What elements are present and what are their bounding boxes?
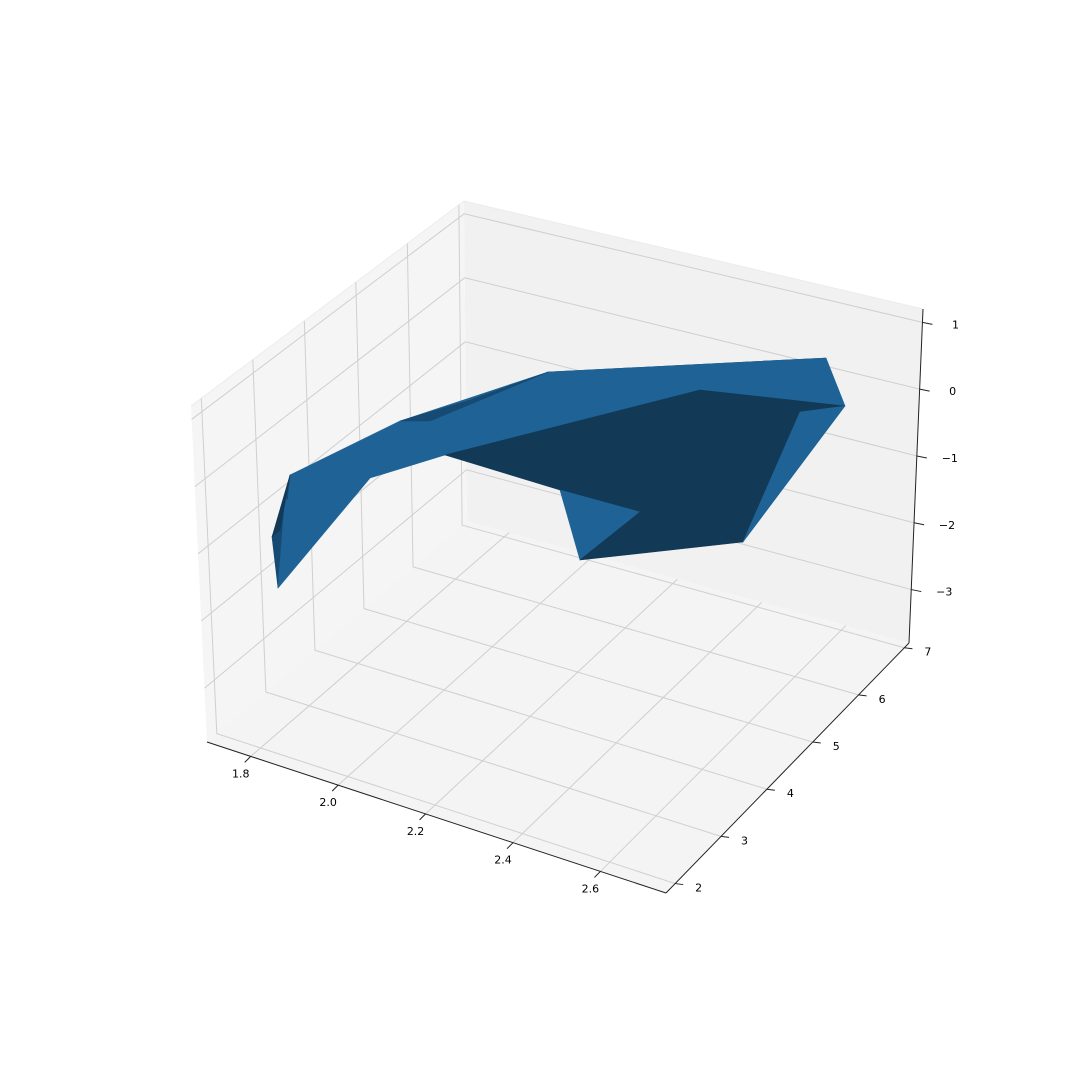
surface-facet (742, 405, 846, 543)
y-axis-ticks: 2 3 4 5 6 7 (675, 646, 931, 895)
x-tick-label: 1.8 (232, 767, 250, 780)
y-tick-mark (720, 835, 730, 838)
z-axis-ticks: 1 0 −1 −2 −3 (911, 318, 959, 599)
x-grid-line (600, 625, 847, 872)
y-tick-label: 4 (787, 787, 794, 800)
y-tick-label: 2 (695, 882, 702, 895)
x-tick-label: 2.4 (494, 854, 512, 867)
grid-lines (191, 204, 923, 885)
surface-facet (277, 477, 371, 589)
z-grid-line (191, 213, 923, 420)
x-grid-line (512, 601, 763, 844)
y-grid-line (406, 243, 859, 696)
z-tick-mark (913, 522, 925, 526)
z-tick-mark (911, 589, 922, 593)
surface-facet (271, 474, 291, 538)
x-tick-mark (506, 842, 514, 850)
z-axis-line (908, 308, 924, 644)
x-tick-label: 2.0 (319, 796, 337, 809)
y-grid-line (252, 359, 722, 837)
z-tick-label: −3 (936, 586, 952, 599)
y-tick-label: 7 (924, 646, 931, 659)
x-grid-line (337, 555, 594, 786)
x-tick-label: 2.6 (582, 882, 600, 895)
y-tick-label: 5 (833, 740, 840, 753)
surface-facet (399, 371, 549, 422)
x-tick-mark (419, 813, 426, 821)
z-grid-line (204, 469, 912, 689)
z-tick-label: 1 (952, 318, 959, 331)
z-tick-mark (916, 455, 927, 459)
y-grid-line (200, 398, 676, 885)
y-tick-label: 6 (879, 693, 886, 706)
y-tick-mark (766, 788, 775, 791)
z-tick-label: 0 (949, 385, 956, 398)
x-grid-line (250, 532, 510, 757)
z-tick-mark (922, 321, 933, 325)
surface (271, 357, 846, 589)
y-axis-line (665, 642, 910, 894)
y-tick-mark (858, 694, 867, 697)
surface-facet (579, 511, 744, 561)
z-tick-label: −1 (942, 452, 958, 465)
pane-edges (190, 200, 924, 407)
x-tick-mark (594, 871, 601, 878)
x-grid-line (425, 578, 678, 815)
x-axis-line (206, 741, 667, 894)
x-tick-mark (331, 784, 339, 792)
z-tick-mark (919, 388, 930, 392)
y-tick-mark (675, 883, 684, 886)
y-grid-line (458, 204, 905, 649)
y-tick-label: 3 (741, 834, 748, 847)
y-grid-line (355, 282, 813, 743)
y-grid-line (303, 320, 768, 790)
x-axis-ticks: 1.8 2.0 2.2 2.4 2.6 (232, 756, 601, 895)
y-tick-mark (904, 647, 913, 650)
y-tick-mark (812, 741, 821, 744)
z-grid-line (194, 277, 920, 488)
x-tick-label: 2.2 (407, 825, 425, 838)
x-tick-mark (244, 756, 252, 763)
z-tick-label: −2 (939, 519, 955, 532)
